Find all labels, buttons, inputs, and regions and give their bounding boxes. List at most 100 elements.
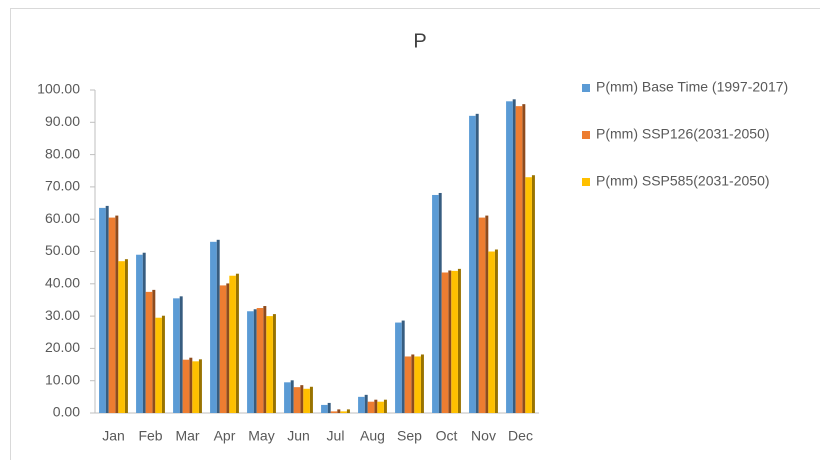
- bar-side: [124, 259, 128, 413]
- bar: [469, 115, 476, 413]
- bar-side: [457, 268, 461, 413]
- bar: [330, 411, 338, 413]
- bar: [404, 356, 412, 413]
- bar: [515, 106, 523, 414]
- legend-swatch: [582, 84, 590, 92]
- bar: [256, 308, 264, 413]
- bar-side: [235, 273, 239, 413]
- bar: [266, 316, 273, 413]
- x-tick-label: Jun: [287, 428, 310, 444]
- bar-side: [152, 289, 156, 413]
- bar-side: [485, 215, 489, 413]
- bar-side: [327, 402, 331, 413]
- bar-side: [531, 175, 535, 413]
- bar-side: [272, 314, 276, 413]
- bar-side: [364, 394, 368, 413]
- bar-side: [420, 354, 424, 413]
- bar: [210, 241, 217, 413]
- bar: [488, 251, 495, 413]
- bar: [478, 217, 486, 413]
- y-tick-label: 40.00: [45, 275, 80, 291]
- y-tick-label: 70.00: [45, 178, 80, 194]
- bar: [145, 291, 153, 413]
- x-tick-label: May: [248, 428, 274, 444]
- bar-side: [522, 104, 526, 414]
- bar: [441, 272, 449, 413]
- legend-label: P(mm) Base Time (1997-2017): [596, 79, 788, 95]
- chart-title: P: [413, 30, 426, 52]
- bar-side: [475, 113, 479, 413]
- bar-side: [161, 315, 165, 413]
- bar-side: [346, 409, 350, 413]
- bar-side: [512, 99, 516, 414]
- bar: [293, 387, 301, 413]
- bar-side: [337, 409, 341, 413]
- x-tick-label: Oct: [436, 428, 458, 444]
- legend-swatch: [582, 131, 590, 139]
- bar: [192, 361, 199, 413]
- legend-swatch: [582, 178, 590, 186]
- bar: [525, 177, 532, 413]
- x-tick-label: Mar: [175, 428, 199, 444]
- bar: [284, 382, 291, 413]
- bar-side: [383, 399, 387, 413]
- x-tick-label: Dec: [508, 428, 533, 444]
- bar: [303, 388, 310, 413]
- bar: [118, 261, 125, 413]
- y-tick-label: 60.00: [45, 210, 80, 226]
- x-tick-label: Sep: [397, 428, 422, 444]
- bar-side: [374, 399, 378, 413]
- bar-side: [448, 270, 452, 413]
- chart-border: [10, 8, 820, 460]
- bar-side: [309, 386, 313, 413]
- bar: [182, 359, 190, 413]
- bar: [155, 317, 162, 413]
- x-tick-label: Jul: [327, 428, 345, 444]
- y-tick-label: 20.00: [45, 339, 80, 355]
- bar: [414, 356, 421, 413]
- x-tick-label: Apr: [214, 428, 236, 444]
- x-tick-label: Feb: [138, 428, 162, 444]
- bar: [395, 322, 402, 413]
- bar: [173, 298, 180, 413]
- y-tick-label: 50.00: [45, 242, 80, 258]
- bar: [358, 396, 365, 413]
- bar: [99, 207, 106, 413]
- x-tick-label: Jan: [102, 428, 125, 444]
- bar: [451, 270, 458, 413]
- legend-label: P(mm) SSP585(2031-2050): [596, 173, 770, 189]
- y-tick-label: 10.00: [45, 371, 80, 387]
- y-tick-label: 0.00: [53, 404, 80, 420]
- bar: [229, 275, 236, 413]
- bar: [432, 194, 439, 413]
- x-tick-label: Nov: [471, 428, 496, 444]
- bar-side: [494, 249, 498, 413]
- bar-side: [198, 359, 202, 413]
- bar-side: [263, 306, 267, 413]
- bar-side: [438, 192, 442, 413]
- bar: [108, 217, 116, 413]
- bar-side: [300, 385, 304, 413]
- bar-side: [290, 380, 294, 413]
- bar-side: [216, 239, 220, 413]
- y-tick-label: 100.00: [37, 81, 80, 97]
- bar-side: [105, 205, 109, 413]
- bar-side: [142, 252, 146, 413]
- y-tick-label: 90.00: [45, 113, 80, 129]
- bar: [377, 401, 384, 413]
- bar: [367, 401, 375, 413]
- bar: [247, 311, 254, 413]
- bar: [136, 254, 143, 413]
- bar-side: [179, 296, 183, 413]
- legend-label: P(mm) SSP126(2031-2050): [596, 126, 770, 142]
- bar-side: [411, 354, 415, 413]
- bar-side: [226, 283, 230, 413]
- y-tick-label: 80.00: [45, 145, 80, 161]
- bar-side: [253, 309, 257, 413]
- bar: [340, 411, 347, 413]
- bar: [506, 101, 513, 414]
- bar: [219, 285, 227, 413]
- bar-side: [401, 320, 405, 413]
- bar-side: [115, 215, 119, 413]
